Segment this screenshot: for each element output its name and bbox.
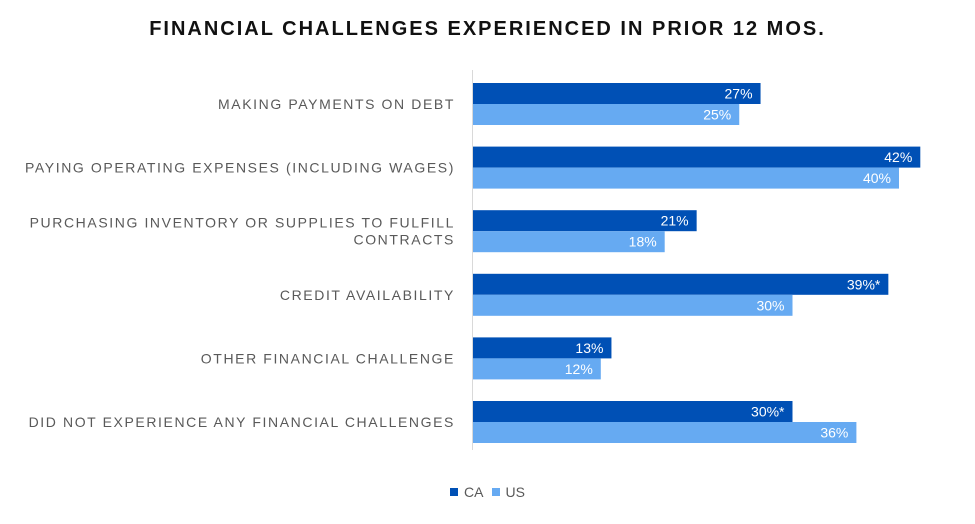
data-label-ca: 13%: [575, 340, 603, 356]
legend-item-ca: CA: [450, 484, 484, 500]
category-label: PURCHASING INVENTORY OR SUPPLIES TO FULF…: [30, 215, 455, 248]
bar-us: [473, 104, 740, 125]
data-label-ca: 30%*: [751, 404, 785, 420]
category-label: PAYING OPERATING EXPENSES (INCLUDING WAG…: [25, 160, 455, 176]
legend-label-us: US: [505, 484, 525, 500]
data-label-ca: 42%: [884, 149, 912, 165]
data-label-us: 30%: [756, 297, 784, 313]
data-label-ca: 21%: [661, 213, 689, 229]
data-label-us: 18%: [629, 234, 657, 250]
bar-ca: [473, 83, 761, 104]
legend-label-ca: CA: [464, 484, 484, 500]
bar-ca: [473, 210, 697, 232]
bar-us: [473, 422, 857, 443]
data-label-ca: 27%: [725, 86, 753, 102]
data-label-us: 25%: [703, 107, 731, 123]
data-label-us: 40%: [863, 170, 891, 186]
category-label: OTHER FINANCIAL CHALLENGE: [201, 350, 455, 366]
legend: CA US: [0, 484, 975, 500]
legend-item-us: US: [491, 484, 525, 500]
category-label: MAKING PAYMENTS ON DEBT: [218, 96, 455, 112]
bar-us: [473, 231, 665, 253]
data-label-us: 12%: [565, 361, 593, 377]
bar-us: [473, 167, 899, 189]
bar-ca: [473, 401, 793, 422]
category-label: DID NOT EXPERIENCE ANY FINANCIAL CHALLEN…: [29, 414, 455, 430]
category-label: CREDIT AVAILABILITY: [280, 287, 455, 303]
bar-ca: [473, 337, 612, 359]
chart-title: FINANCIAL CHALLENGES EXPERIENCED IN PRIO…: [149, 18, 826, 40]
bar-us: [473, 358, 601, 380]
bar-ca: [473, 146, 921, 168]
legend-swatch-ca: [450, 488, 459, 496]
bar-ca: [473, 273, 889, 295]
legend-swatch-us: [491, 488, 500, 496]
data-label-us: 36%: [820, 425, 848, 441]
data-label-ca: 39%*: [847, 276, 881, 292]
bar-us: [473, 294, 793, 316]
